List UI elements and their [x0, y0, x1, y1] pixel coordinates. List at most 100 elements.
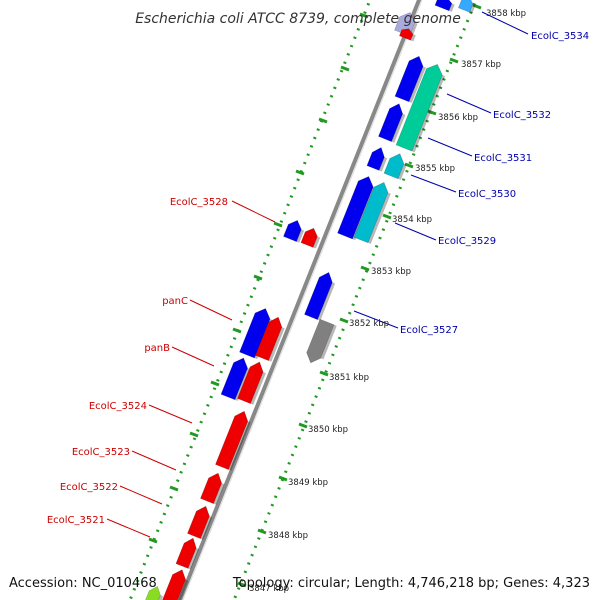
green-arrow-shade: [158, 595, 164, 600]
leader-line-right: [410, 174, 457, 193]
reverse-cds-arrow-shade: [200, 516, 213, 540]
dotted-guide-right: [232, 0, 478, 600]
reverse-cds-arrow[interactable]: [237, 361, 264, 404]
dotted-guide-left: [128, 0, 372, 600]
forward-cds-arrow[interactable]: [434, 0, 453, 12]
leader-line-left: [189, 299, 233, 321]
gene-label[interactable]: EcolC_3521: [47, 515, 105, 526]
reverse-cds-arrow-shade: [250, 372, 266, 405]
tick-label: 3847 kbp: [249, 584, 289, 594]
tick-label: 3851 kbp: [329, 373, 369, 383]
ruler-labels: 3858 kbp 3857 kbp 3856 kbp 3855 kbp 3854…: [249, 9, 526, 594]
forward-cds-arrow[interactable]: [378, 103, 403, 142]
gene-label[interactable]: EcolC_3523: [72, 447, 130, 458]
ruler-tick: [382, 213, 392, 220]
gene-label[interactable]: EcolC_3524: [89, 401, 147, 412]
ruler-tick: [278, 475, 288, 482]
gene-label[interactable]: panB: [144, 343, 170, 354]
leader-line-left: [148, 404, 193, 424]
forward-cds-arrow[interactable]: [239, 308, 271, 359]
reverse-cds-arrow-shade: [313, 236, 321, 249]
gene-label[interactable]: EcolC_3530: [458, 189, 516, 200]
ruler-ticks: [148, 3, 482, 588]
reverse-cds-arrow[interactable]: [300, 227, 318, 248]
ruler-tick: [298, 422, 308, 429]
reverse-cds-arrow[interactable]: [200, 472, 222, 504]
reverse-cds-arrow[interactable]: [215, 410, 249, 470]
forward-cds-arrow[interactable]: [458, 0, 474, 13]
guide-tick: [359, 12, 369, 19]
reverse-cds-arrow-shade: [268, 327, 285, 362]
ruler-tick: [360, 265, 370, 272]
green-arrow[interactable]: [144, 585, 161, 600]
rna-arrow-shade: [411, 74, 446, 153]
gene-label[interactable]: EcolC_3532: [493, 110, 551, 121]
gene-label[interactable]: panC: [162, 296, 188, 307]
tick-label: 3853 kbp: [371, 267, 411, 277]
guide-tick: [169, 485, 179, 492]
teal-arrow[interactable]: [353, 181, 389, 244]
reverse-cds-arrow[interactable]: [255, 316, 283, 361]
ruler-tick: [404, 162, 414, 169]
backbone-highlight: [182, 0, 423, 600]
teal-arrow[interactable]: [383, 153, 405, 180]
rna-arrow[interactable]: [395, 64, 443, 152]
gene-label[interactable]: EcolC_3527: [400, 325, 458, 336]
forward-cds-arrow[interactable]: [394, 55, 424, 103]
teal-arrow-shade: [397, 163, 407, 180]
tick-label: 3857 kbp: [461, 60, 501, 70]
leader-line-right: [353, 310, 399, 329]
reverse-cds-arrow[interactable]: [161, 569, 186, 600]
teal-arrow-shade: [367, 192, 391, 244]
guide-tick: [210, 380, 220, 387]
gene-label[interactable]: EcolC_3522: [60, 482, 118, 493]
ruler-tick: [427, 109, 437, 116]
forward-cds-arrow[interactable]: [366, 147, 385, 171]
ruler-tick: [237, 581, 247, 588]
forward-cds-arrow-shade: [317, 282, 336, 321]
forward-cds-arrow-shade: [391, 113, 406, 143]
gene-label[interactable]: EcolC_3534: [531, 31, 589, 42]
leader-line-right: [394, 222, 437, 241]
reverse-cds-arrow-shade: [188, 547, 199, 570]
guide-tick: [273, 221, 283, 228]
label-leaders: [106, 11, 529, 538]
leader-line-right: [446, 93, 492, 114]
forward-cds-arrow[interactable]: [304, 271, 333, 320]
reverse-cds-arrow-shade: [228, 421, 251, 471]
tick-label: 3852 kbp: [349, 319, 389, 329]
reverse-cds-arrow[interactable]: [399, 28, 414, 41]
tick-label: 3848 kbp: [268, 531, 308, 541]
forward-cds-arrow-shade: [379, 157, 388, 172]
tick-label: 3855 kbp: [415, 164, 455, 174]
gray-arrow[interactable]: [306, 318, 335, 364]
leader-line-left: [231, 200, 276, 223]
ruler-tick: [449, 57, 459, 64]
leader-line-right: [481, 11, 529, 35]
ruler-tick: [339, 317, 349, 324]
gene-label[interactable]: EcolC_3528: [170, 197, 228, 208]
reverse-cds-arrow[interactable]: [187, 505, 210, 539]
leader-line-left: [106, 518, 151, 538]
guide-tick: [318, 117, 328, 124]
genome-title: Escherichia coli ATCC 8739, complete gen…: [135, 11, 461, 27]
reverse-cds-arrow[interactable]: [175, 537, 197, 569]
gene-label[interactable]: EcolC_3529: [438, 236, 496, 247]
forward-cds-arrow[interactable]: [283, 220, 302, 242]
forward-cds-arrow[interactable]: [220, 357, 248, 401]
backbone-line: [177, 0, 422, 600]
guide-tick: [189, 431, 199, 438]
feature-track: [144, 0, 476, 600]
topology-text: Topology: circular; Length: 4,746,218 bp…: [232, 576, 590, 591]
gene-label[interactable]: EcolC_3531: [474, 153, 532, 164]
guide-tick: [148, 537, 158, 544]
ruler-tick: [257, 528, 267, 535]
tick-label: 3849 kbp: [288, 478, 328, 488]
reverse-cds-arrow-shade: [177, 579, 189, 600]
guide-tick: [295, 169, 305, 176]
leader-line-left: [119, 485, 163, 505]
right-gene-labels: EcolC_3534 EcolC_3532 EcolC_3531 EcolC_3…: [400, 31, 589, 336]
forward-cds-arrow[interactable]: [337, 176, 374, 240]
ruler-tick: [319, 370, 329, 377]
